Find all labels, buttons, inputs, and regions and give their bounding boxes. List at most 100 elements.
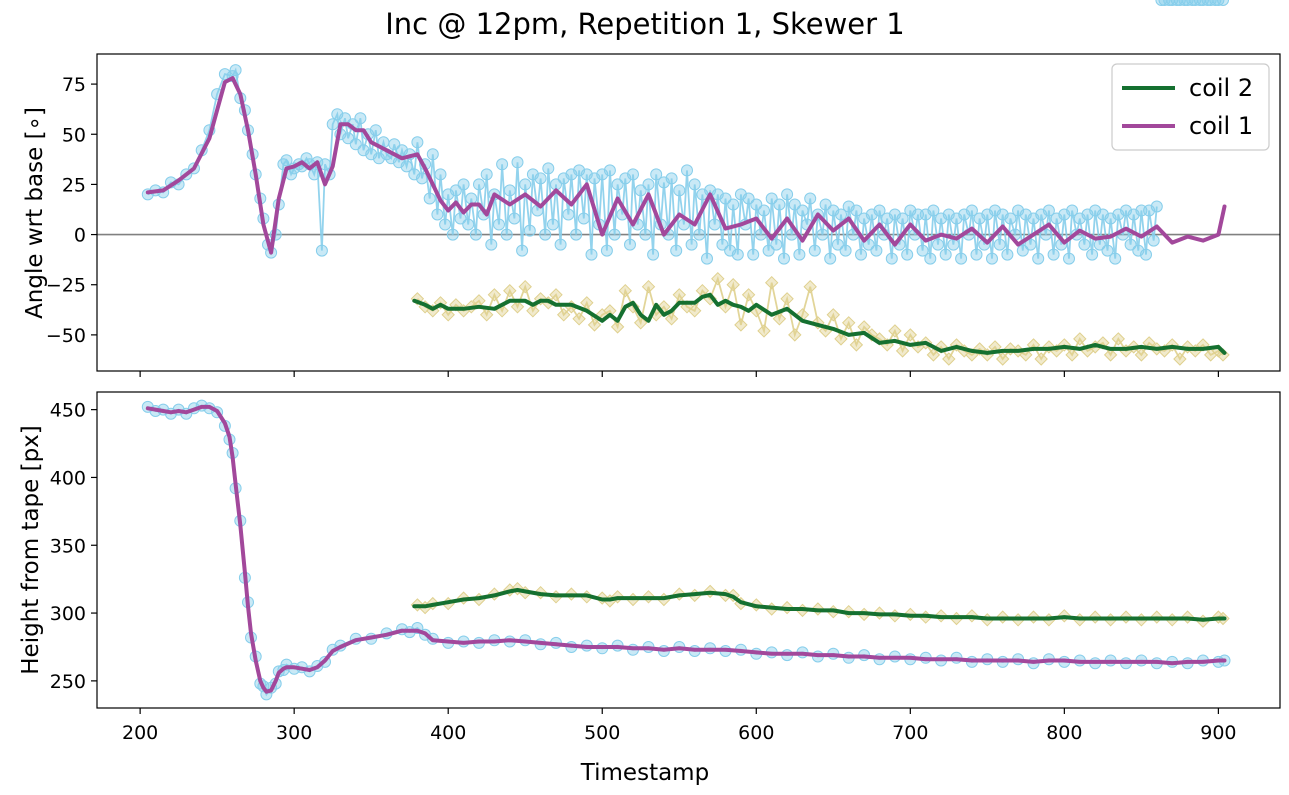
legend-label-coil-2: coil 2 [1189, 74, 1253, 102]
top-coil-2-raw-point [518, 279, 532, 294]
top-coil-1-raw-point [835, 208, 847, 221]
top-coil-1-raw-point [731, 248, 744, 261]
top-coil-1-raw-point [423, 192, 436, 205]
y-tick-label: 300 [50, 603, 86, 625]
top-coil-2-raw-point [788, 328, 802, 342]
top-coil-1-raw-point [939, 248, 952, 261]
y-tick-label: 0 [74, 225, 86, 247]
top-coil-1-raw-point [747, 248, 760, 261]
top-coil-2-raw-point [741, 288, 756, 302]
top-coil-2-raw-point [903, 328, 918, 342]
top-coil-1-raw-point [665, 172, 678, 185]
top-coil-2-raw-point [556, 308, 571, 322]
top-coil-1-raw-point [354, 112, 367, 125]
top-coil-1-raw-point [681, 164, 693, 177]
top-coil-2-raw-point [849, 338, 864, 352]
x-tick-label: 200 [122, 722, 158, 744]
top-coil-1-raw-point [446, 228, 459, 241]
top-coil-2-raw-point [926, 348, 941, 362]
top-coil-2-raw-point [479, 308, 494, 322]
x-tick-label: 800 [1046, 722, 1082, 744]
top-coil-1-raw-point [508, 212, 521, 225]
top-coil-1-raw-point [534, 172, 547, 185]
top-coil-1-raw-point [873, 204, 886, 217]
top-coil-1-raw-point [1086, 248, 1099, 261]
top-coil-1-raw-point [970, 248, 983, 261]
top-coil-1-raw-point [1001, 248, 1014, 261]
top-coil-2-raw-point [942, 352, 956, 366]
bottom-raw-series [141, 399, 1231, 701]
top-coil-2-raw-point [1073, 332, 1087, 346]
top-coil-2-raw-point [757, 324, 771, 338]
x-tick-label: 900 [1200, 722, 1236, 744]
top-coil-1-raw-point [1032, 252, 1045, 265]
top-coil-1-raw-point [634, 184, 647, 197]
top-coil-1-raw-point [824, 252, 837, 265]
top-coil-1-raw-point [473, 178, 485, 191]
top-coil-2-raw-point [841, 316, 856, 330]
top-coil-1-raw-point [804, 192, 817, 205]
x-tick-label: 700 [892, 722, 928, 744]
top-coil-1-raw-point [624, 238, 636, 251]
top-coil-1-raw-point [965, 204, 978, 217]
top-coil-1-raw-point [369, 124, 382, 137]
top-coil-1-raw-point [280, 154, 293, 167]
top-coil-1-raw-point [793, 248, 806, 261]
top-coil-1-raw-point [500, 228, 513, 241]
top-coil-2-raw-point [1065, 348, 1079, 362]
top-coil-1-raw-point [229, 64, 242, 77]
top-coil-2-smoothed-line [412, 292, 1227, 355]
top-coil-1-raw-point [639, 228, 652, 241]
top-coil-2-raw-point [587, 318, 602, 332]
bottom-plot-frame [96, 391, 1281, 709]
bottom-panel: 450 400 350 300 250 200 300 400 500 600 700 800 900… [18, 391, 1281, 744]
y-tick-label: 75 [62, 74, 86, 96]
top-coil-1-raw-point [673, 184, 686, 197]
top-coil-1-raw-point [627, 168, 639, 181]
bottom-coil-1-raw-line [147, 404, 1225, 697]
top-coil-1-raw-point [1066, 204, 1079, 217]
top-coil-1-raw-point [796, 204, 809, 217]
top-coil-2-raw-point [580, 296, 594, 310]
top-coil-1-raw-point [947, 238, 960, 251]
top-coil-2-raw-point [734, 318, 748, 332]
y-tick-label: 450 [50, 400, 86, 422]
top-coil-1-smoothed-line [145, 76, 1227, 255]
top-coil-2-raw-point [549, 288, 563, 302]
top-coil-1-raw-point [315, 244, 328, 257]
top-coil-2-raw-point [772, 312, 787, 326]
top-coil-1-raw-point [773, 198, 786, 211]
y-tick-label: 50 [62, 124, 86, 146]
top-coil-1-raw-point [554, 238, 567, 251]
top-coil-1-raw-point [562, 208, 575, 221]
top-coil-2-raw-point [633, 316, 648, 330]
top-coil-1-raw-point [708, 218, 721, 231]
top-coil-1-raw-point [585, 248, 598, 261]
y-tick-label: 350 [50, 535, 86, 557]
top-coil-1-raw-point [1078, 238, 1091, 251]
top-coil-1-raw-point [542, 162, 555, 175]
top-coil-1-raw-point [431, 208, 444, 221]
top-coil-1-raw-point [927, 204, 940, 217]
legend-label-coil-1: coil 1 [1189, 112, 1253, 140]
bottom-y-ticks: 450 400 350 300 250 [50, 400, 97, 693]
top-coil-2-raw-point [895, 344, 910, 358]
top-coil-1-raw-point [469, 228, 482, 241]
top-coil-1-raw-point [511, 156, 524, 169]
top-coil-1-raw-point [308, 168, 321, 181]
bottom-coil-2-smoothed-line [412, 588, 1227, 622]
top-coil-1-raw-point [462, 218, 475, 231]
top-coil-1-raw-point [778, 252, 790, 265]
top-coil-1-raw-point [870, 244, 883, 257]
y-tick-label: 250 [50, 671, 86, 693]
top-coil-2-raw-point [687, 304, 702, 318]
x-tick-label: 500 [584, 722, 620, 744]
top-coil-2-raw-point [834, 332, 848, 346]
top-coil-2-raw-point [1173, 352, 1187, 366]
top-plot-frame [96, 53, 1281, 372]
top-coil-1-raw-point [570, 228, 583, 241]
top-coil-1-raw-point [855, 248, 867, 261]
top-coil-2-raw-point [995, 352, 1010, 366]
top-coil-2-raw-point [780, 292, 794, 306]
